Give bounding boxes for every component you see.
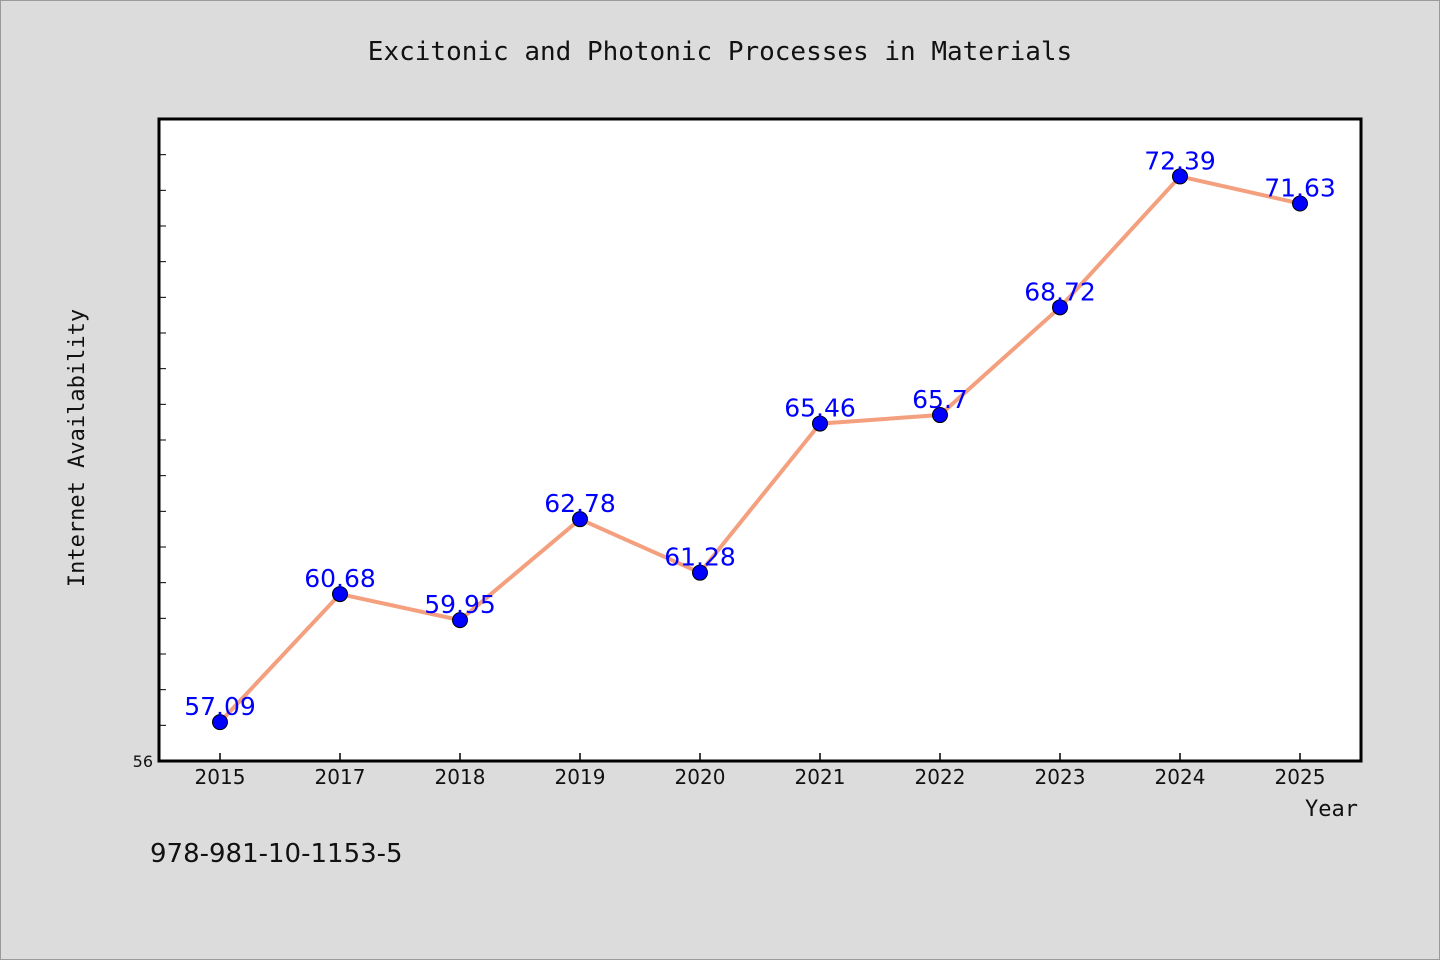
x-tick-label: 2020 (675, 765, 726, 789)
data-point (1172, 168, 1188, 185)
footer-isbn: 978-981-10-1153-5 (150, 839, 403, 869)
data-label: 62.78 (544, 489, 616, 518)
plot-area (157, 117, 1363, 763)
data-point (1292, 195, 1308, 212)
series-line (218, 174, 1301, 724)
data-point (572, 511, 588, 528)
data-label: 65.7 (912, 385, 968, 414)
data-point (692, 564, 708, 581)
data-label: 59.95 (424, 590, 496, 619)
data-point (1052, 299, 1068, 316)
y-tick-label: 56 (133, 752, 153, 771)
y-axis-ticks (159, 154, 166, 726)
x-tick-label: 2024 (1155, 765, 1206, 789)
x-tick-label: 2018 (435, 765, 486, 789)
x-axis-labels: 2015 2017 2018 2019 2020 2021 2022 2023 2024 2025 (195, 765, 1326, 789)
series-markers (212, 168, 1308, 731)
data-label: 60.68 (304, 564, 376, 593)
data-label: 71.63 (1264, 174, 1336, 203)
x-axis-title: Year (1305, 797, 1358, 822)
x-tick-label: 2025 (1275, 765, 1326, 789)
x-axis-ticks (219, 753, 1301, 761)
data-point (932, 407, 948, 424)
chart-title: Excitonic and Photonic Processes in Mate… (368, 37, 1072, 67)
data-point (332, 586, 348, 603)
x-tick-label: 2023 (1035, 765, 1086, 789)
x-tick-label: 2019 (555, 765, 606, 789)
data-point (452, 612, 468, 629)
data-label: 57.09 (184, 692, 256, 721)
data-label: 68.72 (1024, 277, 1096, 306)
x-tick-label: 2021 (795, 765, 846, 789)
data-point (212, 714, 228, 731)
x-tick-label: 2017 (315, 765, 366, 789)
y-axis-title: Internet Availability (65, 309, 90, 587)
data-labels: 57.09 60.68 59.95 62.78 61.28 65.46 65.7 68.72 7… (184, 146, 1336, 721)
x-tick-label: 2022 (915, 765, 966, 789)
data-label: 65.46 (784, 394, 856, 423)
x-tick-label: 2015 (195, 765, 246, 789)
data-point (812, 415, 828, 432)
data-label: 61.28 (664, 543, 736, 572)
data-label: 72.39 (1144, 146, 1216, 175)
